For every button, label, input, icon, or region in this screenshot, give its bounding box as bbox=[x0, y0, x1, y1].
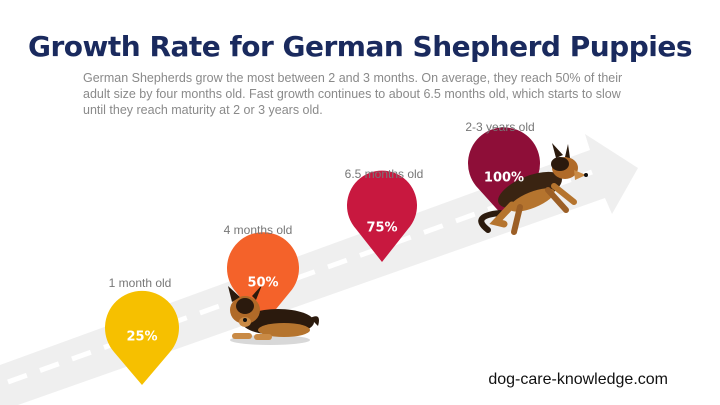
stage-label-4: 2-3 years old bbox=[465, 120, 535, 134]
stage-percent-2: 50% bbox=[247, 275, 279, 291]
marker-stage-1 bbox=[104, 290, 180, 385]
stage-percent-1: 25% bbox=[126, 329, 158, 345]
stage-label-3: 6.5 months old bbox=[344, 167, 424, 181]
running-german-shepherd-icon bbox=[478, 143, 588, 235]
stage-percent-4: 100% bbox=[483, 170, 525, 186]
page-title: Growth Rate for German Shepherd Puppies bbox=[28, 30, 693, 63]
stage-percent-3: 75% bbox=[366, 220, 398, 236]
stage-label-1: 1 month old bbox=[108, 276, 172, 290]
stage-label-2: 4 months old bbox=[223, 223, 293, 237]
source-website: dog-care-knowledge.com bbox=[488, 371, 668, 388]
german-shepherd-puppy-icon bbox=[228, 285, 319, 345]
intro-paragraph: German Shepherds grow the most between 2… bbox=[83, 71, 623, 117]
marker-stage-3 bbox=[347, 170, 418, 262]
